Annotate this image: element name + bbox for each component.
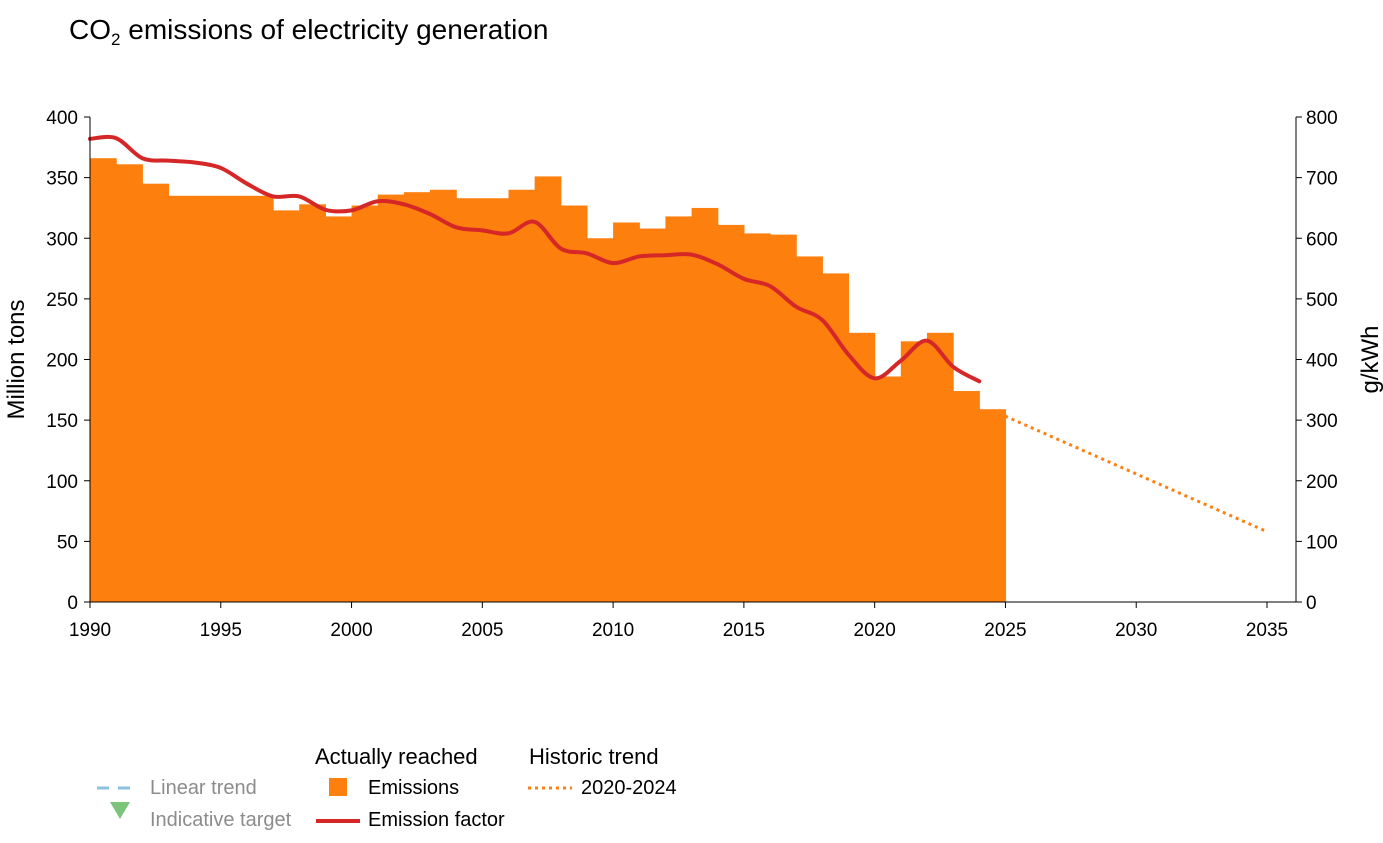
chart-title: CO2 emissions of electricity generation bbox=[69, 14, 548, 50]
emissions-bar-2006 bbox=[508, 189, 536, 602]
x-tick-label-2000: 2000 bbox=[330, 620, 372, 641]
emissions-bar-1999 bbox=[325, 216, 353, 603]
x-tick-label-2025: 2025 bbox=[984, 620, 1026, 641]
legend-symbols-historic bbox=[528, 786, 572, 790]
x-tick-label-2020: 2020 bbox=[854, 620, 896, 641]
x-tick-label-2005: 2005 bbox=[461, 620, 503, 641]
emissions-bar-2001 bbox=[377, 194, 405, 602]
legend-heading-historic: Historic trend bbox=[529, 744, 659, 769]
right-tick-label-800: 800 bbox=[1306, 108, 1338, 129]
emissions-bar-2008 bbox=[560, 205, 588, 602]
left-tick-label-400: 400 bbox=[46, 108, 78, 129]
emission-factor-layer bbox=[88, 134, 982, 384]
x-tick-label-2010: 2010 bbox=[592, 620, 634, 641]
legend-symbols-actual bbox=[316, 778, 360, 823]
emissions-bar-2014 bbox=[717, 224, 745, 602]
right-tick-label-200: 200 bbox=[1306, 472, 1338, 493]
emissions-bar-2021 bbox=[900, 341, 928, 602]
left-tick-label-300: 300 bbox=[46, 229, 78, 250]
legend-item-emission-factor[interactable]: Emission factor bbox=[368, 809, 505, 831]
emissions-bar-1991 bbox=[116, 164, 143, 602]
legend-item-indicative-target[interactable]: Indicative target bbox=[150, 809, 292, 831]
emissions-bar-2000 bbox=[351, 205, 379, 602]
legend-item-emissions[interactable]: Emissions bbox=[368, 777, 460, 799]
right-tick-label-500: 500 bbox=[1306, 290, 1338, 311]
emissions-bar-1997 bbox=[273, 210, 300, 603]
emissions-bar-2004 bbox=[456, 198, 483, 603]
left-tick-label-200: 200 bbox=[46, 351, 78, 372]
axes: 0 50 100 150 200 250 300 350 400 0 100 200 300 400 500… bbox=[3, 108, 1383, 641]
emissions-bar-1996 bbox=[246, 195, 274, 602]
right-tick-label-400: 400 bbox=[1306, 351, 1338, 372]
legend-symbols-left bbox=[97, 786, 139, 819]
emissions-bar-2013 bbox=[691, 207, 719, 602]
emissions-bar-1993 bbox=[168, 195, 196, 602]
emissions-bar-2002 bbox=[403, 192, 431, 603]
left-tick-label-350: 350 bbox=[46, 169, 78, 190]
historic-trend-line bbox=[991, 409, 1268, 534]
x-tick-label-2030: 2030 bbox=[1115, 620, 1157, 641]
title-text-co: CO bbox=[69, 14, 111, 45]
emissions-bar-2020 bbox=[874, 376, 902, 602]
right-tick-label-700: 700 bbox=[1306, 169, 1338, 190]
right-tick-label-0: 0 bbox=[1306, 593, 1317, 614]
emissions-bar-2019 bbox=[848, 332, 876, 602]
emissions-bar-2012 bbox=[665, 216, 693, 603]
title-subscript: 2 bbox=[111, 30, 121, 49]
emissions-bar-2010 bbox=[613, 222, 640, 603]
emissions-bar-2003 bbox=[430, 189, 457, 602]
x-tick-label-1995: 1995 bbox=[200, 620, 242, 641]
emissions-bar-2022 bbox=[926, 332, 954, 602]
x-tick-label-1990: 1990 bbox=[69, 620, 111, 641]
right-tick-label-300: 300 bbox=[1306, 411, 1338, 432]
emissions-bar-2015 bbox=[743, 233, 771, 602]
left-tick-label-250: 250 bbox=[46, 290, 78, 311]
indicative-target-legend-icon bbox=[110, 802, 130, 819]
emissions-bar-2023 bbox=[953, 391, 980, 602]
left-tick-label-0: 0 bbox=[67, 593, 78, 614]
emissions-bar-2005 bbox=[482, 198, 510, 603]
emissions-bar-2007 bbox=[534, 176, 562, 602]
emissions-bar-2024 bbox=[979, 409, 1007, 602]
left-tick-label-50: 50 bbox=[57, 532, 78, 553]
emissions-bar-2009 bbox=[586, 238, 614, 602]
right-axis-title: g/kWh bbox=[1357, 325, 1383, 393]
right-tick-label-100: 100 bbox=[1306, 532, 1338, 553]
legend-item-linear-trend[interactable]: Linear trend bbox=[150, 777, 257, 799]
x-tick-label-2015: 2015 bbox=[723, 620, 765, 641]
emissions-bar-1992 bbox=[142, 183, 170, 602]
historic-trend-layer bbox=[991, 409, 1268, 534]
left-tick-label-100: 100 bbox=[46, 472, 78, 493]
emissions-bar-1995 bbox=[220, 195, 248, 602]
x-tick-label-2035: 2035 bbox=[1246, 620, 1288, 641]
emissions-bars bbox=[90, 158, 1007, 603]
emissions-bar-1994 bbox=[194, 195, 222, 602]
left-tick-label-150: 150 bbox=[46, 411, 78, 432]
emissions-bar-1990 bbox=[90, 158, 117, 602]
title-text-rest: emissions of electricity generation bbox=[120, 14, 549, 45]
emissions-bar-2011 bbox=[639, 228, 667, 603]
emissions-legend-icon bbox=[329, 778, 347, 796]
right-tick-label-600: 600 bbox=[1306, 229, 1338, 250]
legend-item-2020-2024[interactable]: 2020-2024 bbox=[581, 777, 677, 799]
legend-heading-actual: Actually reached bbox=[315, 744, 478, 769]
emissions-bar-1998 bbox=[299, 204, 326, 603]
left-axis-title: Million tons bbox=[3, 299, 30, 419]
